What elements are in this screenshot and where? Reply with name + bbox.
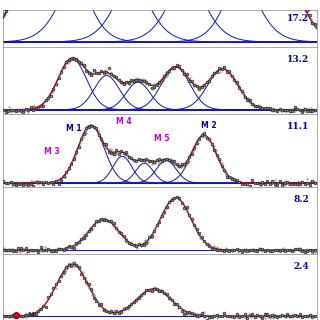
- Text: M 2: M 2: [201, 121, 216, 130]
- Text: 8.2: 8.2: [293, 195, 309, 204]
- Text: M ...: M ...: [28, 312, 46, 318]
- Text: 11.1: 11.1: [287, 123, 309, 132]
- Text: 17.2: 17.2: [287, 14, 309, 23]
- Text: M 4: M 4: [116, 116, 132, 126]
- Text: M 5: M 5: [154, 134, 169, 143]
- Text: 2.4: 2.4: [293, 261, 309, 271]
- Text: 13.2: 13.2: [287, 55, 309, 64]
- Text: M 3: M 3: [44, 147, 60, 156]
- Text: M 1: M 1: [66, 124, 82, 133]
